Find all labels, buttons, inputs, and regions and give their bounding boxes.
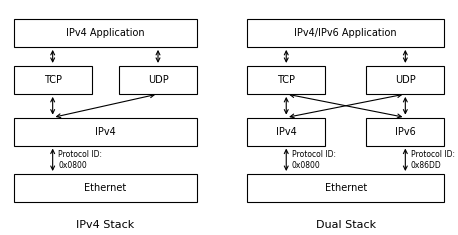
Text: Dual Stack: Dual Stack: [316, 220, 376, 230]
FancyBboxPatch shape: [14, 174, 197, 202]
Text: IPv4 Stack: IPv4 Stack: [76, 220, 135, 230]
Text: Protocol ID:
0x86DD: Protocol ID: 0x86DD: [411, 150, 455, 169]
Text: Ethernet: Ethernet: [84, 183, 126, 193]
Text: Ethernet: Ethernet: [325, 183, 367, 193]
FancyBboxPatch shape: [247, 19, 444, 47]
FancyBboxPatch shape: [14, 118, 197, 146]
FancyBboxPatch shape: [247, 174, 444, 202]
Text: IPv4/IPv6 Application: IPv4/IPv6 Application: [294, 28, 397, 38]
Text: IPv6: IPv6: [395, 127, 416, 137]
Text: IPv4 Application: IPv4 Application: [66, 28, 145, 38]
Text: IPv4: IPv4: [95, 127, 116, 137]
Text: TCP: TCP: [277, 75, 295, 85]
FancyBboxPatch shape: [366, 66, 444, 94]
Text: Protocol ID:
0x0800: Protocol ID: 0x0800: [58, 150, 102, 169]
FancyBboxPatch shape: [119, 66, 197, 94]
Text: TCP: TCP: [44, 75, 62, 85]
Text: Protocol ID:
0x0800: Protocol ID: 0x0800: [292, 150, 336, 169]
Text: UDP: UDP: [395, 75, 416, 85]
FancyBboxPatch shape: [14, 66, 92, 94]
FancyBboxPatch shape: [14, 19, 197, 47]
FancyBboxPatch shape: [366, 118, 444, 146]
Text: UDP: UDP: [147, 75, 169, 85]
FancyBboxPatch shape: [247, 66, 325, 94]
FancyBboxPatch shape: [247, 118, 325, 146]
Text: IPv4: IPv4: [276, 127, 297, 137]
